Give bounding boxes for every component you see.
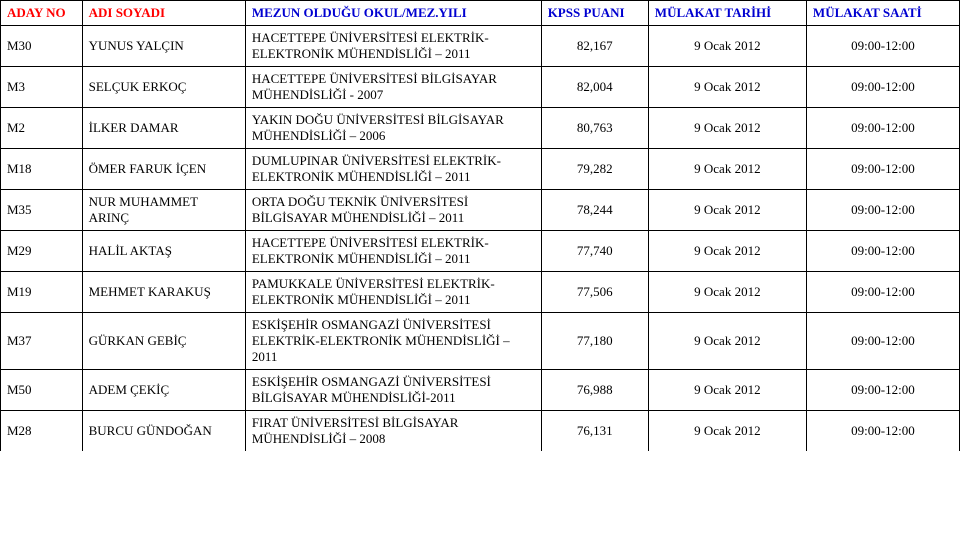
cell-school: ESKİŞEHİR OSMANGAZİ ÜNİVERSİTESİ BİLGİSA… [245, 370, 541, 411]
cell-school: PAMUKKALE ÜNİVERSİTESİ ELEKTRİK-ELEKTRON… [245, 272, 541, 313]
cell-date: 9 Ocak 2012 [648, 272, 806, 313]
col-header-time: MÜLAKAT SAATİ [806, 1, 959, 26]
cell-no: M35 [1, 190, 83, 231]
candidate-table: ADAY NO ADI SOYADI MEZUN OLDUĞU OKUL/MEZ… [0, 0, 960, 451]
cell-time: 09:00-12:00 [806, 313, 959, 370]
cell-name: YUNUS YALÇIN [82, 26, 245, 67]
col-header-name: ADI SOYADI [82, 1, 245, 26]
cell-date: 9 Ocak 2012 [648, 26, 806, 67]
cell-score: 78,244 [541, 190, 648, 231]
cell-no: M50 [1, 370, 83, 411]
cell-time: 09:00-12:00 [806, 149, 959, 190]
table-row: M30 YUNUS YALÇIN HACETTEPE ÜNİVERSİTESİ … [1, 26, 960, 67]
col-header-date: MÜLAKAT TARİHİ [648, 1, 806, 26]
cell-date: 9 Ocak 2012 [648, 67, 806, 108]
cell-name: NUR MUHAMMET ARINÇ [82, 190, 245, 231]
cell-time: 09:00-12:00 [806, 190, 959, 231]
cell-date: 9 Ocak 2012 [648, 149, 806, 190]
cell-school: ORTA DOĞU TEKNİK ÜNİVERSİTESİ BİLGİSAYAR… [245, 190, 541, 231]
cell-time: 09:00-12:00 [806, 26, 959, 67]
table-row: M28 BURCU GÜNDOĞAN FIRAT ÜNİVERSİTESİ Bİ… [1, 411, 960, 452]
cell-score: 76,988 [541, 370, 648, 411]
cell-no: M18 [1, 149, 83, 190]
cell-score: 77,740 [541, 231, 648, 272]
cell-name: HALİL AKTAŞ [82, 231, 245, 272]
table-row: M19 MEHMET KARAKUŞ PAMUKKALE ÜNİVERSİTES… [1, 272, 960, 313]
cell-no: M3 [1, 67, 83, 108]
cell-date: 9 Ocak 2012 [648, 108, 806, 149]
table-row: M50 ADEM ÇEKİÇ ESKİŞEHİR OSMANGAZİ ÜNİVE… [1, 370, 960, 411]
cell-score: 80,763 [541, 108, 648, 149]
cell-time: 09:00-12:00 [806, 411, 959, 452]
cell-score: 82,004 [541, 67, 648, 108]
cell-name: İLKER DAMAR [82, 108, 245, 149]
cell-date: 9 Ocak 2012 [648, 313, 806, 370]
cell-score: 79,282 [541, 149, 648, 190]
cell-school: YAKIN DOĞU ÜNİVERSİTESİ BİLGİSAYAR MÜHEN… [245, 108, 541, 149]
cell-name: SELÇUK ERKOÇ [82, 67, 245, 108]
cell-school: HACETTEPE ÜNİVERSİTESİ ELEKTRİK-ELEKTRON… [245, 26, 541, 67]
cell-school: HACETTEPE ÜNİVERSİTESİ ELEKTRİK-ELEKTRON… [245, 231, 541, 272]
cell-school: ESKİŞEHİR OSMANGAZİ ÜNİVERSİTESİ ELEKTRİ… [245, 313, 541, 370]
cell-no: M30 [1, 26, 83, 67]
table-row: M2 İLKER DAMAR YAKIN DOĞU ÜNİVERSİTESİ B… [1, 108, 960, 149]
table-body: M30 YUNUS YALÇIN HACETTEPE ÜNİVERSİTESİ … [1, 26, 960, 452]
cell-name: ÖMER FARUK İÇEN [82, 149, 245, 190]
col-header-no: ADAY NO [1, 1, 83, 26]
cell-time: 09:00-12:00 [806, 231, 959, 272]
cell-school: DUMLUPINAR ÜNİVERSİTESİ ELEKTRİK-ELEKTRO… [245, 149, 541, 190]
cell-date: 9 Ocak 2012 [648, 370, 806, 411]
candidate-table-wrap: ADAY NO ADI SOYADI MEZUN OLDUĞU OKUL/MEZ… [0, 0, 960, 451]
col-header-school: MEZUN OLDUĞU OKUL/MEZ.YILI [245, 1, 541, 26]
cell-score: 76,131 [541, 411, 648, 452]
cell-date: 9 Ocak 2012 [648, 231, 806, 272]
cell-score: 77,180 [541, 313, 648, 370]
cell-no: M19 [1, 272, 83, 313]
cell-score: 82,167 [541, 26, 648, 67]
cell-no: M37 [1, 313, 83, 370]
cell-score: 77,506 [541, 272, 648, 313]
cell-name: MEHMET KARAKUŞ [82, 272, 245, 313]
cell-school: HACETTEPE ÜNİVERSİTESİ BİLGİSAYAR MÜHEND… [245, 67, 541, 108]
col-header-score: KPSS PUANI [541, 1, 648, 26]
cell-name: BURCU GÜNDOĞAN [82, 411, 245, 452]
table-row: M37 GÜRKAN GEBİÇ ESKİŞEHİR OSMANGAZİ ÜNİ… [1, 313, 960, 370]
cell-time: 09:00-12:00 [806, 272, 959, 313]
cell-no: M2 [1, 108, 83, 149]
table-row: M35 NUR MUHAMMET ARINÇ ORTA DOĞU TEKNİK … [1, 190, 960, 231]
cell-date: 9 Ocak 2012 [648, 411, 806, 452]
table-row: M3 SELÇUK ERKOÇ HACETTEPE ÜNİVERSİTESİ B… [1, 67, 960, 108]
cell-time: 09:00-12:00 [806, 108, 959, 149]
table-header-row: ADAY NO ADI SOYADI MEZUN OLDUĞU OKUL/MEZ… [1, 1, 960, 26]
cell-no: M29 [1, 231, 83, 272]
cell-school: FIRAT ÜNİVERSİTESİ BİLGİSAYAR MÜHENDİSLİ… [245, 411, 541, 452]
cell-date: 9 Ocak 2012 [648, 190, 806, 231]
cell-name: GÜRKAN GEBİÇ [82, 313, 245, 370]
table-row: M29 HALİL AKTAŞ HACETTEPE ÜNİVERSİTESİ E… [1, 231, 960, 272]
table-row: M18 ÖMER FARUK İÇEN DUMLUPINAR ÜNİVERSİT… [1, 149, 960, 190]
cell-time: 09:00-12:00 [806, 67, 959, 108]
cell-time: 09:00-12:00 [806, 370, 959, 411]
cell-no: M28 [1, 411, 83, 452]
cell-name: ADEM ÇEKİÇ [82, 370, 245, 411]
